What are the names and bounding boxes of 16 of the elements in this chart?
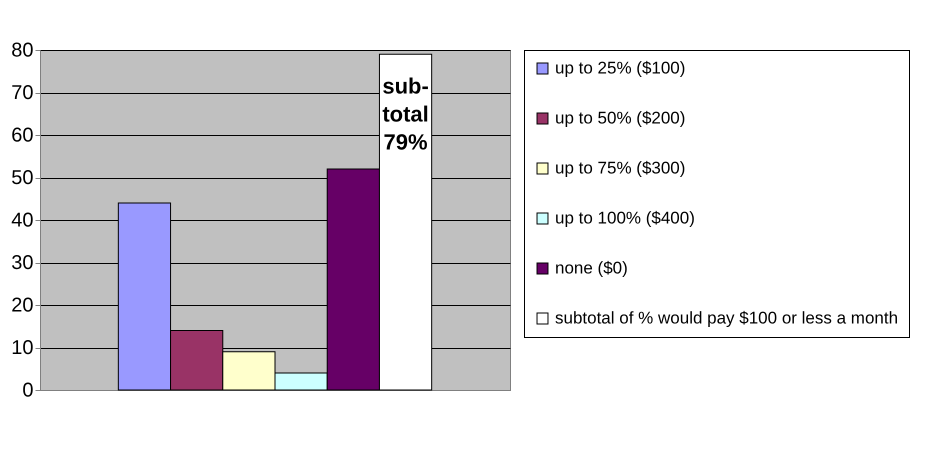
legend-label: none ($0) [555,258,628,278]
y-tick-label: 0 [22,380,34,402]
legend-label: up to 25% ($100) [555,58,686,78]
y-tick-label: 60 [11,124,34,146]
y-tick-label: 70 [11,82,34,104]
y-tick-label: 50 [11,167,34,189]
annotation: sub- total 79% [382,73,429,154]
y-tick-label: 20 [11,294,34,316]
y-tick-label: 40 [11,210,34,232]
y-tick-label: 10 [11,337,34,359]
y-tick-label: 30 [11,252,34,274]
y-tick-label: 80 [11,40,34,62]
legend-label: up to 100% ($400) [555,208,695,228]
legend-label: up to 75% ($300) [555,158,686,178]
legend-label: up to 50% ($200) [555,108,686,128]
legend-label: subtotal of % would pay $100 or less a month [555,308,898,328]
